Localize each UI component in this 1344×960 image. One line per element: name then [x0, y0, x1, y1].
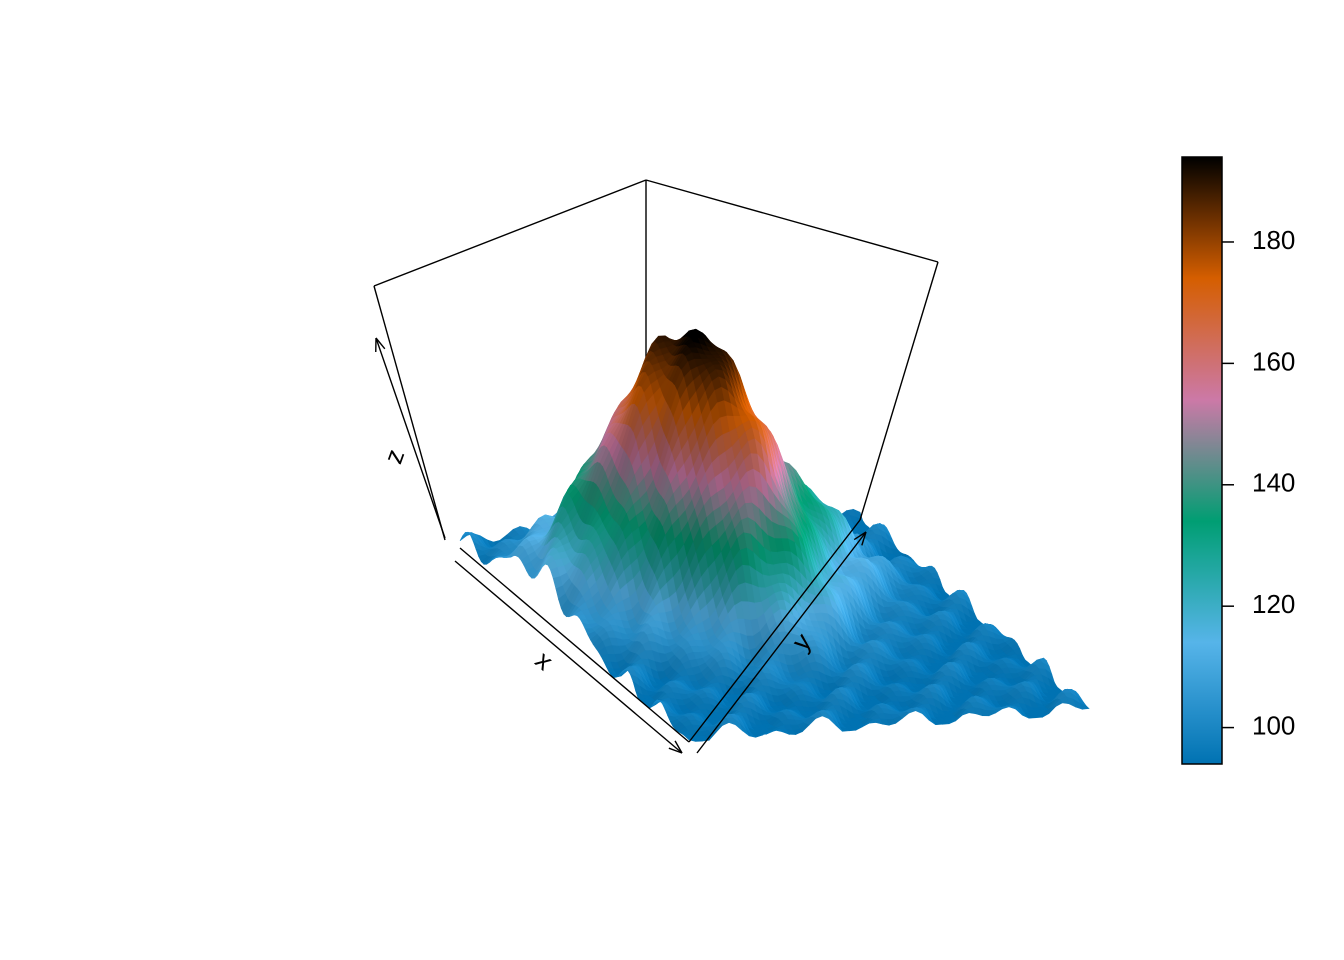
box-top-edge: [373, 179, 647, 287]
surface-mesh: [459, 328, 1090, 742]
box-top-edge: [645, 179, 939, 263]
